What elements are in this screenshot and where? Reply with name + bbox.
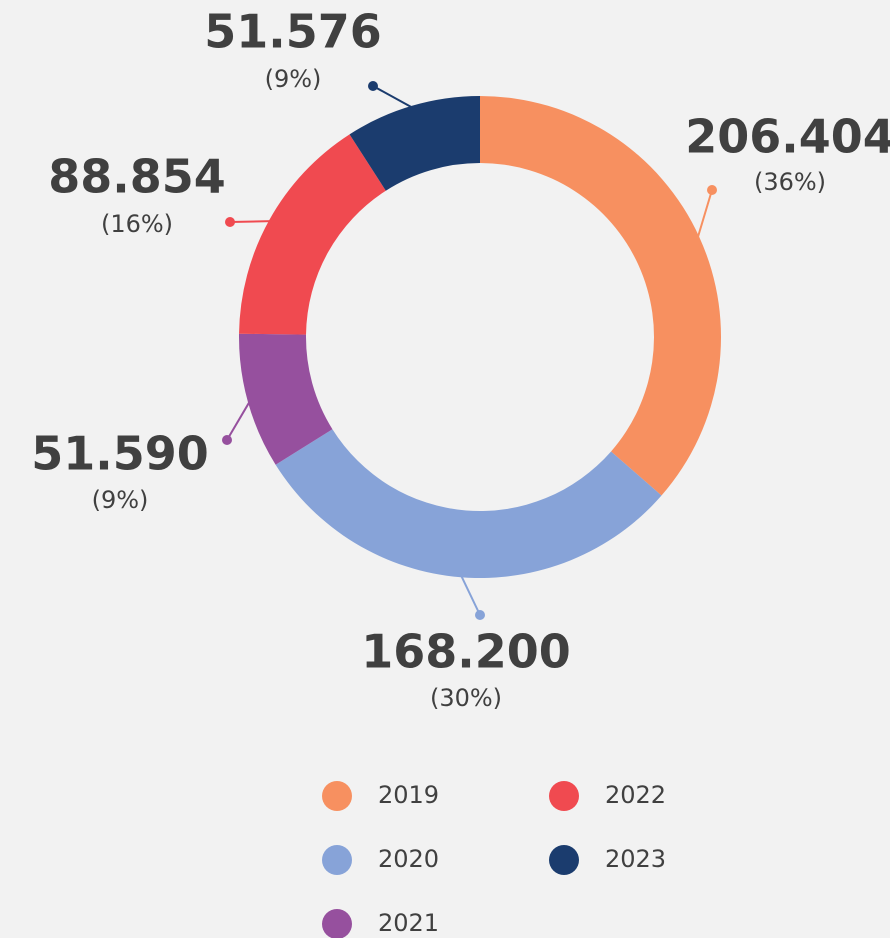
value-label: 88.854 [48,150,226,204]
leader-dot [475,610,485,620]
leader-dot [225,217,235,227]
leader-line [460,574,481,616]
percent-label: (16%) [101,210,173,238]
value-label: 168.200 [361,625,571,679]
donut-slice [239,134,386,335]
value-label: 206.404 [685,110,890,164]
legend-label: 2021 [378,909,439,937]
leader-dot [707,185,717,195]
legend-label: 2020 [378,845,439,873]
legend-swatch [549,781,579,811]
legend-swatch [322,845,352,875]
donut-slice [275,429,662,579]
donut-slice [239,333,333,465]
percent-label: (9%) [92,486,149,514]
leader-line [226,400,251,441]
legend-label: 2022 [605,781,666,809]
percent-label: (30%) [430,684,502,712]
leader-line [696,189,713,239]
percent-label: (9%) [265,65,322,93]
legend-swatch [322,909,352,938]
percent-label: (36%) [754,168,826,196]
leader-line [229,220,271,223]
legend-swatch [549,845,579,875]
donut-slice [349,96,480,191]
value-label: 51.576 [204,5,382,59]
legend-swatch [322,781,352,811]
leader-dot [222,435,232,445]
legend-label: 2019 [378,781,439,809]
legend-label: 2023 [605,845,666,873]
donut-slice [480,96,722,496]
leader-dot [368,81,378,91]
leader-line [372,85,414,109]
value-label: 51.590 [31,427,209,481]
